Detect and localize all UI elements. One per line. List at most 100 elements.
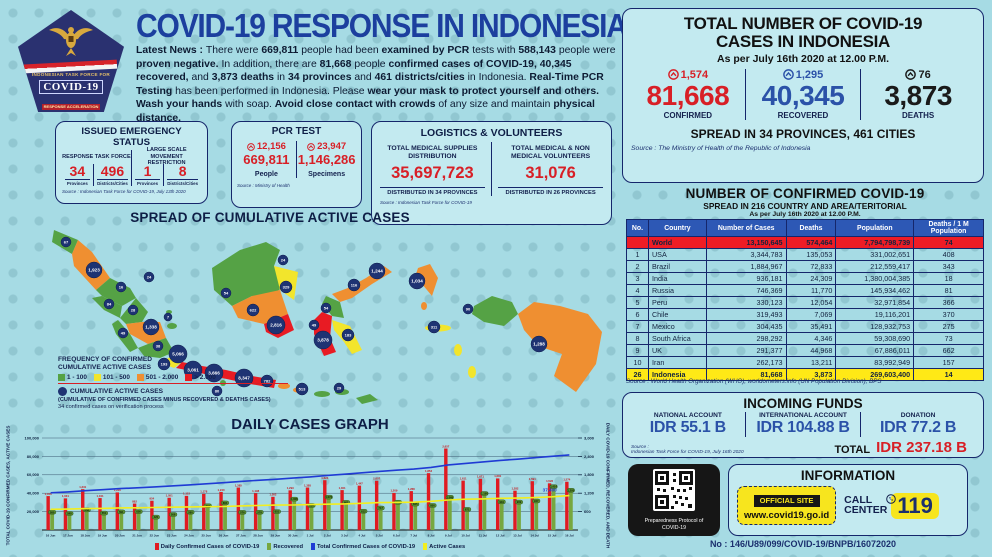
legend-swatch (185, 373, 193, 381)
table-row[interactable]: 26 Indonesia 81,668 3,873 269,603,400 14 (626, 368, 984, 381)
table-row[interactable]: 2 Brazil 1,884,967 72,833 212,559,417 343 (626, 260, 984, 273)
cell-country: USA (647, 248, 707, 261)
source-note: Source : Indonesian Task Force for COVID… (62, 189, 186, 195)
cell-population: 32,971,854 (835, 296, 915, 309)
map-legend: FREQUENCY OF CONFIRMED CUMULATIVE ACTIVE … (58, 356, 308, 410)
funds-label: NATIONAL ACCOUNT (653, 412, 722, 419)
case-bubble: 49 (308, 319, 320, 331)
case-bubble: 329 (279, 280, 293, 294)
bubble-note: (CUMULATIVE OF CONFIRMED CASES MINUS REC… (58, 396, 271, 403)
unit-label: People (254, 171, 278, 179)
table-row[interactable]: 8 South Africa 298,292 4,346 59,308,690 73 (626, 332, 984, 345)
svg-text:329: 329 (283, 284, 290, 289)
cell-population: 19,116,201 (835, 308, 915, 321)
cell-no: 1 (626, 248, 649, 261)
logistics-title: LOGISTICS & VOLUNTEERS (420, 127, 563, 139)
table-row[interactable]: 7 Mexico 304,435 35,491 128,932,753 275 (626, 320, 984, 333)
cell-population: 7,794,798,739 (835, 236, 915, 249)
svg-text:1,082: 1,082 (269, 493, 276, 497)
cell-country: Iran (647, 356, 707, 369)
svg-text:17 Jun: 17 Jun (63, 534, 73, 538)
svg-text:54: 54 (324, 305, 329, 310)
svg-text:9 Jul: 9 Jul (445, 534, 452, 538)
cell-population: 269,603,400 (835, 368, 915, 381)
svg-text:15 Jul: 15 Jul (548, 534, 557, 538)
cell-no: 10 (626, 356, 649, 369)
table-row[interactable]: 5 Peru 330,123 12,054 32,971,854 366 (626, 296, 984, 309)
svg-text:30 Jun: 30 Jun (288, 534, 298, 538)
svg-text:1,240: 1,240 (218, 488, 225, 492)
table-asof: As per July 16th 2020 at 12.00 P.M. (749, 211, 861, 218)
unit-label: Provinces (135, 179, 160, 187)
svg-text:23 Jun: 23 Jun (167, 534, 177, 538)
cell-country: World (647, 236, 707, 249)
map-legend-title: FREQUENCY OF CONFIRMED CUMULATIVE ACTIVE … (58, 356, 153, 371)
case-bubble: 24 (277, 254, 289, 266)
case-bubble: 1,338 (142, 318, 160, 336)
up-arrow-icon (782, 69, 794, 81)
svg-text:1 Jul: 1 Jul (307, 534, 314, 538)
svg-text:1,190: 1,190 (481, 492, 488, 496)
latest-news: Latest News : There were 669,811 people … (136, 45, 616, 124)
official-site-button[interactable]: OFFICIAL SITE www.covid19.go.id (737, 486, 837, 525)
svg-text:551: 551 (102, 511, 107, 515)
svg-text:1,301: 1,301 (339, 486, 346, 490)
table-row[interactable]: 1 USA 3,344,783 135,053 331,002,651 408 (626, 248, 984, 261)
svg-text:60,000: 60,000 (27, 472, 40, 477)
legend-item: > 2.000 (185, 373, 216, 381)
information-title: INFORMATION (800, 468, 896, 483)
svg-text:2 Jul: 2 Jul (324, 534, 331, 538)
legend-item: 501 - 2.000 (136, 373, 178, 381)
case-bubble: 3,878 (313, 330, 333, 350)
svg-text:420: 420 (154, 515, 159, 519)
table-row[interactable]: 9 UK 291,377 44,968 67,886,011 662 (626, 344, 984, 357)
svg-text:3,000: 3,000 (584, 435, 595, 440)
cell-cases: 330,123 (705, 296, 787, 309)
case-bubble: 1,244 (368, 262, 386, 280)
unit-label: Districts/Cities (97, 179, 128, 187)
svg-text:612: 612 (361, 509, 366, 513)
svg-text:1,066: 1,066 (446, 495, 453, 499)
official-site-url[interactable]: www.covid19.go.id (744, 510, 830, 521)
col-label: RESPONSE TASK FORCE (62, 153, 131, 160)
case-bubble: 622 (246, 303, 260, 317)
table-row[interactable]: 10 Iran 262,173 13,211 83,992,949 157 (626, 356, 984, 369)
country-comparison-table[interactable]: No. Country Number of Cases Deaths Populatio… (626, 219, 984, 381)
col-label: TOTAL MEDICAL & NON MEDICAL VOLUNTEERS (511, 144, 591, 160)
cell-cases: 746,369 (705, 284, 787, 297)
col-label: LARGE SCALE MOVEMENT RESTRICTION (146, 147, 187, 167)
svg-text:1,923: 1,923 (88, 267, 100, 272)
total-label: TOTAL (834, 444, 871, 456)
table-row[interactable]: 4 Russia 746,369 11,770 145,934,462 81 (626, 284, 984, 297)
cell-deaths: 574,464 (785, 236, 837, 249)
svg-text:80,000: 80,000 (27, 454, 40, 459)
table-row[interactable]: 6 Chile 319,493 7,069 19,116,201 370 (626, 308, 984, 321)
column-header: Deaths (785, 219, 837, 237)
total-funds-value: IDR 237.18 B (876, 439, 967, 456)
totals-panel: TOTAL NUMBER OF COVID-19 CASES IN INDONES… (622, 8, 984, 183)
cell-cases: 298,292 (705, 332, 787, 345)
svg-text:1,295: 1,295 (567, 488, 574, 492)
table-row[interactable]: World 13,150,645 574,464 7,794,798,739 74 (626, 236, 984, 249)
svg-text:2,400: 2,400 (584, 454, 595, 459)
daily-cases-chart: 20,000 40,000 60,000 80,000 100,000 600 1,200 1… (25, 435, 595, 538)
svg-text:1,282: 1,282 (511, 486, 518, 490)
cell-cases: 81,668 (705, 368, 787, 381)
svg-text:1,447: 1,447 (356, 481, 363, 485)
emergency-status-panel: ISSUED EMERGENCY STATUS RESPONSE TASK FO… (55, 121, 208, 204)
svg-text:3 Jul: 3 Jul (341, 534, 348, 538)
table-row[interactable]: 3 India 936,181 24,309 1,380,004,385 18 (626, 272, 984, 285)
svg-text:947: 947 (534, 499, 539, 503)
source-note: Source : Indonesian Task Force for COVID… (380, 199, 472, 205)
svg-text:909: 909 (517, 500, 522, 504)
svg-text:16 Jun: 16 Jun (46, 534, 56, 538)
legend-item: 1 - 100 (58, 373, 87, 381)
legend-swatch (93, 373, 101, 381)
unit-label: Specimens (308, 171, 346, 179)
cell-dpm: 18 (913, 272, 984, 285)
left-axis-label: TOTAL COVID-19 CONFIRMED CASES, ACTIVE C… (5, 425, 11, 546)
case-bubble: 1,923 (85, 261, 103, 279)
source-note: Source : Ministry of Health (237, 183, 290, 189)
graph-legend-item: Total Confirmed Cases of COVID-19 (311, 543, 415, 550)
cell-deaths: 135,053 (785, 248, 837, 261)
